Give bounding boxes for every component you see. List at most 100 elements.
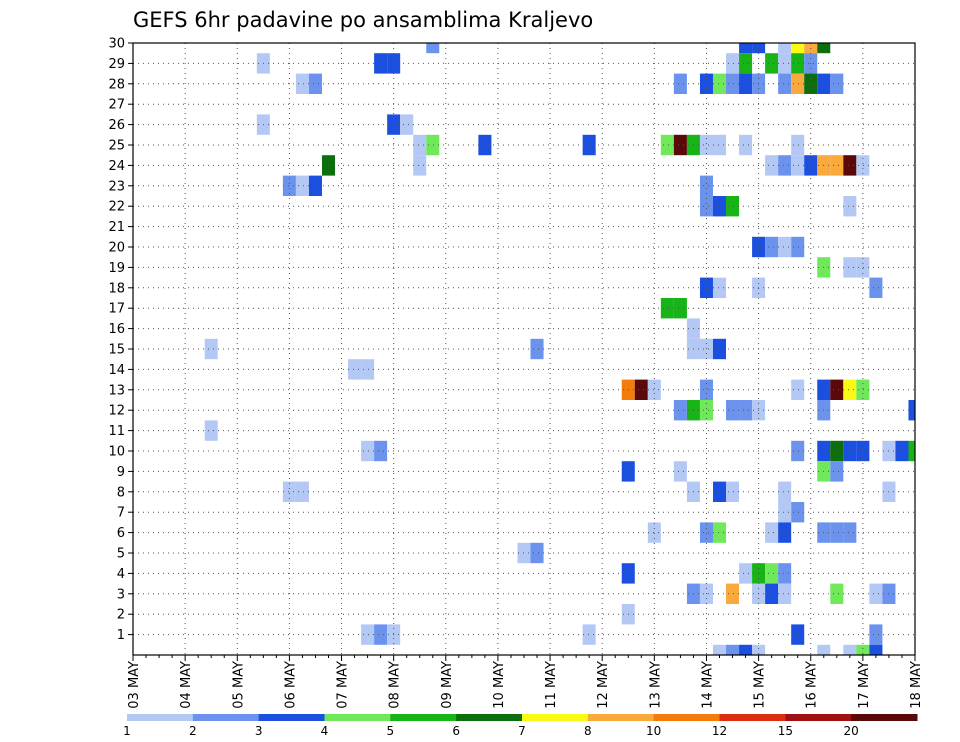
heatmap-cell (699, 277, 713, 298)
heatmap-cell (426, 43, 440, 54)
heatmap-cell (856, 155, 870, 176)
heatmap-cell (778, 583, 792, 604)
y-tick-label: 29 (108, 57, 125, 72)
heatmap-cell (673, 134, 687, 156)
y-tick-label: 8 (117, 485, 125, 500)
heatmap-cell (699, 379, 713, 400)
heatmap-cell (739, 134, 753, 156)
heatmap-cell (778, 481, 792, 502)
heatmap-cell (413, 155, 427, 176)
y-axis: 1234567891011121314151617181920212223242… (108, 37, 133, 643)
legend-label: 20 (844, 724, 859, 738)
legend-swatch (587, 714, 655, 721)
heatmap-cell (895, 440, 909, 462)
heatmap-cell (830, 73, 844, 94)
heatmap-cell (426, 134, 440, 156)
heatmap-cell (765, 522, 779, 543)
heatmap-cell (295, 73, 309, 94)
y-tick-label: 30 (108, 37, 125, 52)
y-tick-label: 10 (108, 445, 125, 460)
legend-swatch (719, 714, 786, 721)
heatmap-cell (843, 196, 857, 217)
y-tick-label: 22 (108, 200, 125, 215)
legend-swatch (127, 714, 194, 721)
heatmap-cell (647, 522, 661, 543)
y-tick-label: 28 (108, 77, 125, 92)
legend-swatch (456, 714, 523, 721)
heatmap-cell (817, 644, 831, 655)
heatmap-cell (856, 257, 870, 278)
heatmap-cell (400, 114, 414, 135)
heatmap-cell (712, 134, 727, 156)
heatmap-cell (374, 440, 388, 462)
heatmap-cell (830, 583, 844, 604)
legend-label: 12 (712, 724, 727, 738)
heatmap-cell (778, 155, 792, 176)
legend-swatch (522, 714, 589, 721)
heatmap-cell (856, 644, 870, 655)
heatmap-cell (712, 522, 727, 543)
x-tick-label: 12 MAY (596, 661, 611, 709)
heatmap-cell (765, 563, 779, 584)
heatmap-cell (791, 440, 805, 462)
legend-swatch (324, 714, 391, 721)
heatmap-cell (778, 43, 792, 54)
y-tick-label: 1 (117, 628, 125, 643)
heatmap-cell (712, 73, 727, 94)
heatmap-cell (712, 338, 727, 360)
x-axis: 03 MAY 04 MAY 05 MAY 06 MAY 07 MAY 08 MAY 09 M… (127, 655, 924, 709)
y-tick-label: 2 (117, 608, 125, 623)
heatmap-cell (673, 461, 687, 482)
y-tick-label: 15 (108, 343, 125, 358)
legend-swatch (258, 714, 325, 721)
y-tick-label: 20 (108, 241, 125, 256)
heatmap-cell (843, 257, 857, 278)
heatmap-cell (660, 298, 674, 319)
heatmap-cell (765, 155, 779, 176)
legend-swatch (390, 714, 457, 721)
heatmap-cell (699, 175, 713, 196)
heatmap-cell (726, 73, 740, 94)
x-tick-label: 09 MAY (440, 661, 455, 709)
heatmap-cell (647, 379, 661, 400)
heatmap-cell (908, 400, 915, 421)
heatmap-cell (791, 155, 805, 176)
heatmap-cell (673, 298, 687, 319)
x-tick-label: 03 MAY (127, 661, 142, 709)
heatmap-cell (361, 440, 375, 462)
y-tick-label: 24 (108, 159, 125, 174)
x-tick-label: 10 MAY (492, 661, 507, 709)
heatmap-cell (739, 563, 753, 584)
heatmap-cell (765, 236, 779, 258)
heatmap-cell (778, 522, 792, 543)
heatmap-cell (752, 644, 766, 655)
y-tick-label: 17 (108, 302, 125, 317)
x-tick-label: 18 MAY (909, 661, 924, 709)
y-tick-label: 12 (108, 404, 125, 419)
heatmap-cell (843, 522, 857, 543)
heatmap-cell (308, 73, 322, 94)
x-tick-label: 06 MAY (283, 661, 298, 709)
heatmap-cell (778, 563, 792, 584)
heatmap-cell (634, 379, 648, 400)
heatmap-cell (869, 583, 883, 604)
heatmap-cell (908, 440, 915, 462)
heatmap-cell (348, 359, 362, 380)
heatmap-cell (778, 73, 792, 94)
heatmap-cell (726, 481, 740, 502)
heatmap-cell (530, 542, 544, 564)
legend-label: 10 (646, 724, 661, 738)
legend-swatch (851, 714, 918, 721)
heatmap-cell (869, 277, 883, 298)
x-tick-label: 15 MAY (753, 661, 768, 709)
y-tick-label: 5 (117, 547, 125, 562)
heatmap-cell (739, 53, 753, 74)
y-tick-label: 16 (108, 322, 125, 337)
heatmap-cell (739, 644, 753, 655)
heatmap-cell (830, 522, 844, 543)
x-tick-label: 11 MAY (544, 661, 559, 709)
heatmap-cell (699, 400, 713, 421)
heatmap-cell (295, 481, 309, 502)
x-tick-label: 14 MAY (700, 661, 715, 709)
heatmap-cell (726, 583, 740, 604)
